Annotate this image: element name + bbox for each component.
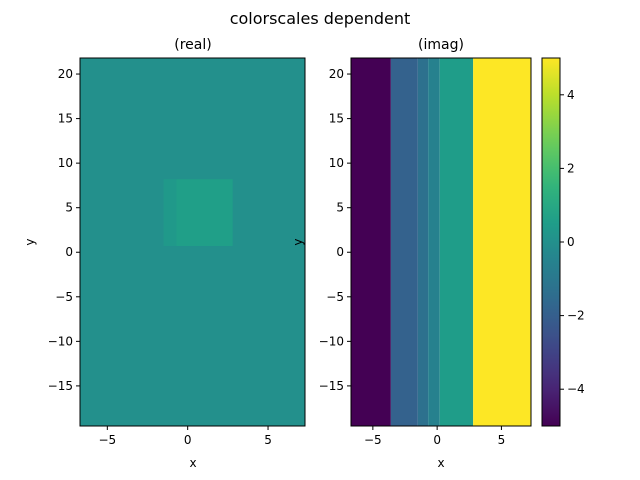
real-y-tick-label: 0 (65, 245, 73, 259)
real-y-axis-label: y (23, 238, 37, 245)
imag-axes-frame (350, 57, 532, 427)
real-heatmap-cell (163, 179, 177, 247)
figure-suptitle: colorscales dependent (230, 9, 411, 28)
imag-y-tick-label: 0 (336, 245, 344, 259)
colorbar-gradient (542, 58, 560, 426)
imag-y-tick-label: −10 (319, 334, 344, 348)
real-y-tick-label: −10 (48, 334, 73, 348)
real-y-tick-label: 5 (65, 201, 73, 215)
colorbar-tick-label: 4 (567, 88, 575, 102)
real-y-tick-label: 10 (58, 156, 73, 170)
imag-y-tick-label: −5 (326, 290, 344, 304)
real-x-tick-label: 5 (264, 433, 272, 447)
real-part-axes: (real) −5 0 5 −15 −10 −5 0 5 10 15 20 x y (23, 37, 306, 470)
imag-y-tick-label: −15 (319, 379, 344, 393)
colorbar-tick-label: 0 (567, 235, 575, 249)
real-x-tick-label: 0 (184, 433, 192, 447)
real-y-tick-label: −15 (48, 379, 73, 393)
imag-x-tick-label: 0 (433, 433, 441, 447)
real-axes-frame (79, 57, 306, 427)
imag-x-axis-label: x (437, 456, 444, 470)
real-x-tick-label: −5 (98, 433, 116, 447)
imag-heatmap-column (390, 58, 418, 426)
colorbar-tick-label: −2 (567, 309, 585, 323)
imag-heatmap-column (417, 58, 429, 426)
real-y-tick-label: 20 (58, 67, 73, 81)
colorbar: 4 2 0 −2 −4 (541, 57, 585, 427)
imag-heatmap-column (351, 58, 391, 426)
real-heatmap-cell (176, 179, 233, 247)
imag-y-axis-label: y (291, 238, 305, 245)
colorbar-tick-label: −4 (567, 382, 585, 396)
imag-part-axes: (imag) −5 0 5 −15 −10 −5 0 5 10 15 20 x y (291, 37, 532, 470)
imag-heatmap-column (473, 58, 531, 426)
imag-y-tick-label: 10 (329, 156, 344, 170)
real-y-tick-label: 15 (58, 112, 73, 126)
imag-heatmap-column (428, 58, 440, 426)
imag-y-tick-label: 20 (329, 67, 344, 81)
colorbar-tick-label: 2 (567, 161, 575, 175)
imag-y-tick-label: 15 (329, 112, 344, 126)
imag-y-tick-label: 5 (336, 201, 344, 215)
real-axes-title: (real) (174, 37, 211, 53)
imag-heatmap-column (439, 58, 474, 426)
imag-x-tick-label: −5 (364, 433, 382, 447)
real-x-axis-label: x (189, 456, 196, 470)
real-y-tick-label: −5 (55, 290, 73, 304)
imag-x-tick-label: 5 (498, 433, 506, 447)
imag-axes-title: (imag) (418, 37, 464, 53)
